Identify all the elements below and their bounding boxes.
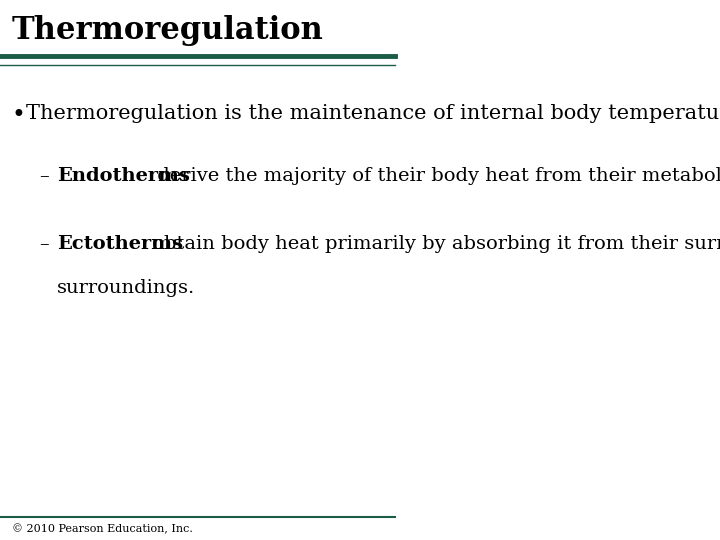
Text: –: –: [40, 167, 49, 185]
Text: –: –: [40, 235, 49, 253]
Text: derive the majority of their body heat from their metabolism.: derive the majority of their body heat f…: [151, 167, 720, 185]
Text: Thermoregulation: Thermoregulation: [12, 15, 324, 46]
Text: Endotherms: Endotherms: [57, 167, 190, 185]
Text: obtain body heat primarily by absorbing it from their surroundings.: obtain body heat primarily by absorbing …: [146, 235, 720, 253]
Text: •: •: [12, 104, 26, 127]
Text: Thermoregulation is the maintenance of internal body temperature.: Thermoregulation is the maintenance of i…: [26, 104, 720, 123]
Text: Ectotherms: Ectotherms: [57, 235, 183, 253]
Text: surroundings.: surroundings.: [57, 279, 195, 297]
Text: © 2010 Pearson Education, Inc.: © 2010 Pearson Education, Inc.: [12, 524, 193, 535]
